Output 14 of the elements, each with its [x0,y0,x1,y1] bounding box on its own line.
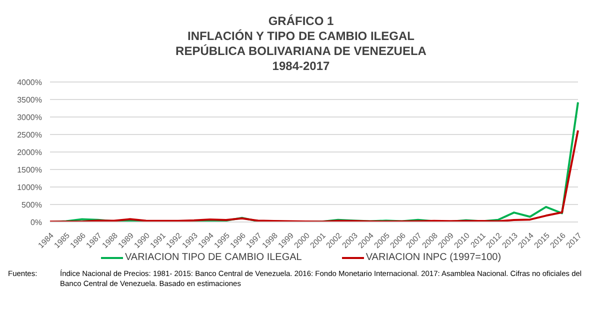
chart-title: GRÁFICO 1 [267,14,335,29]
legend-label: VARIACION INPC (1997=100) [366,252,502,263]
y-tick-label: 3500% [17,95,42,104]
chart-subtitle: INFLACIÓN Y TIPO DE CAMBIO ILEGAL REPÚBLICA BOLIVARIANA DE VENEZUELA 1984-2017 [174,29,428,74]
y-tick-label: 2500% [17,130,42,140]
y-tick-label: 3000% [17,112,42,122]
y-tick-label: 2000% [17,148,42,157]
y-tick-label: 500% [22,200,42,210]
line-series [49,129,579,222]
y-tick-label: 1500% [17,165,42,174]
y-tick-label: 0% [30,218,42,227]
y-tick-label: 4000% [17,78,42,87]
y-tick-label: 1000% [17,182,42,192]
legend-label: VARIACION TIPO DE CAMBIO ILEGAL [124,252,302,263]
